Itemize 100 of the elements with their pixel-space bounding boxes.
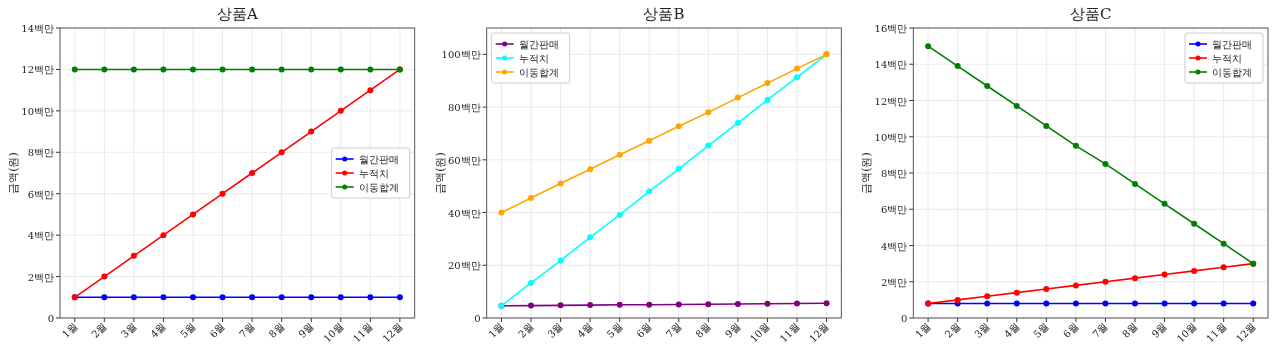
- y-tick-label: 40백만: [447, 207, 481, 219]
- x-tick-label: 6월: [207, 320, 227, 340]
- point: [1102, 300, 1109, 307]
- point: [925, 43, 932, 50]
- point: [337, 107, 344, 114]
- legend-label: 이동합계: [358, 182, 399, 193]
- x-tick-label: 2월: [89, 320, 109, 340]
- point: [190, 211, 196, 218]
- point: [734, 301, 741, 308]
- x-tick-label: 7월: [663, 320, 684, 340]
- point: [498, 209, 505, 216]
- point: [1013, 300, 1020, 307]
- x-tick-label: 1월: [59, 320, 80, 340]
- x-tick-label: 3월: [118, 320, 139, 340]
- point: [1220, 264, 1227, 271]
- point: [1161, 200, 1168, 207]
- point: [528, 302, 534, 309]
- y-tick-label: 0: [900, 313, 908, 324]
- point: [675, 165, 682, 172]
- point: [396, 294, 403, 301]
- y-tick-label: 6백만: [27, 188, 54, 200]
- point: [1191, 220, 1198, 227]
- point: [954, 296, 961, 303]
- point: [764, 80, 771, 87]
- point: [1102, 160, 1109, 167]
- point: [675, 301, 682, 308]
- point: [101, 273, 108, 280]
- point: [308, 128, 315, 135]
- point: [646, 137, 653, 144]
- x-tick-label: 5월: [1031, 320, 1051, 340]
- point: [616, 151, 623, 158]
- legend-label: 누적치: [1212, 53, 1242, 64]
- point: [1013, 102, 1020, 109]
- point: [557, 257, 564, 264]
- point: [646, 188, 653, 195]
- point: [705, 301, 712, 308]
- point: [557, 180, 564, 187]
- point: [705, 109, 712, 116]
- y-tick-label: 8백만: [27, 147, 54, 159]
- x-tick-label: 6월: [1060, 320, 1081, 340]
- x-tick-label: 3월: [545, 320, 565, 340]
- point: [101, 294, 108, 301]
- point: [954, 63, 961, 70]
- y-tick-label: 2백만: [27, 271, 54, 283]
- point: [616, 211, 623, 218]
- legend-label: 누적치: [518, 53, 549, 64]
- point: [278, 149, 285, 156]
- point: [528, 279, 534, 286]
- x-tick-label: 9월: [1149, 320, 1169, 340]
- legend-label: 월간판매: [1212, 39, 1252, 50]
- point: [1043, 300, 1050, 307]
- point: [984, 293, 991, 300]
- point: [278, 66, 285, 73]
- point: [528, 195, 534, 202]
- point: [1072, 142, 1079, 149]
- point: [1043, 122, 1050, 129]
- x-tick-label: 4월: [575, 320, 595, 340]
- point: [587, 234, 594, 241]
- point: [130, 252, 137, 259]
- x-tick-label: 9월: [722, 320, 743, 340]
- point: [308, 294, 315, 301]
- point: [823, 300, 830, 307]
- x-tick-label: 3월: [972, 320, 992, 340]
- chart-title: 상품A: [216, 5, 258, 23]
- point: [308, 66, 315, 73]
- point: [1102, 278, 1109, 285]
- y-tick-label: 0: [47, 313, 54, 324]
- y-tick-label: 10백만: [874, 131, 908, 143]
- x-tick-label: 8월: [1120, 320, 1140, 340]
- y-tick-label: 4백만: [880, 240, 908, 252]
- point: [646, 301, 653, 308]
- point: [71, 66, 78, 73]
- point: [1191, 267, 1198, 274]
- point: [734, 119, 741, 126]
- x-tick-label: 2월: [516, 320, 536, 340]
- point: [160, 294, 167, 301]
- legend-label: 이동합계: [518, 67, 559, 78]
- y-axis-title: 금액(원): [433, 152, 447, 194]
- x-tick-label: 7월: [1090, 320, 1110, 340]
- point: [278, 294, 285, 301]
- y-tick-label: 80백만: [447, 102, 481, 114]
- y-tick-label: 6백만: [880, 204, 908, 216]
- x-tick-label: 1월: [486, 320, 506, 340]
- point: [130, 66, 137, 73]
- point: [794, 300, 800, 307]
- y-axis-title: 금액(원): [7, 152, 20, 194]
- point: [1072, 282, 1079, 289]
- point: [1161, 300, 1168, 307]
- y-tick-label: 2백만: [880, 276, 908, 288]
- x-tick-label: 7월: [237, 320, 257, 340]
- y-tick-label: 8백만: [880, 168, 908, 179]
- point: [1191, 300, 1198, 307]
- chart-title: 상품C: [1069, 5, 1112, 23]
- x-tick-label: 5월: [178, 320, 198, 340]
- point: [1220, 300, 1227, 307]
- x-tick-label: 5월: [604, 320, 625, 340]
- point: [249, 170, 256, 176]
- x-tick-label: 6월: [634, 320, 654, 340]
- x-tick-label: 8월: [693, 320, 713, 340]
- point: [1013, 289, 1020, 296]
